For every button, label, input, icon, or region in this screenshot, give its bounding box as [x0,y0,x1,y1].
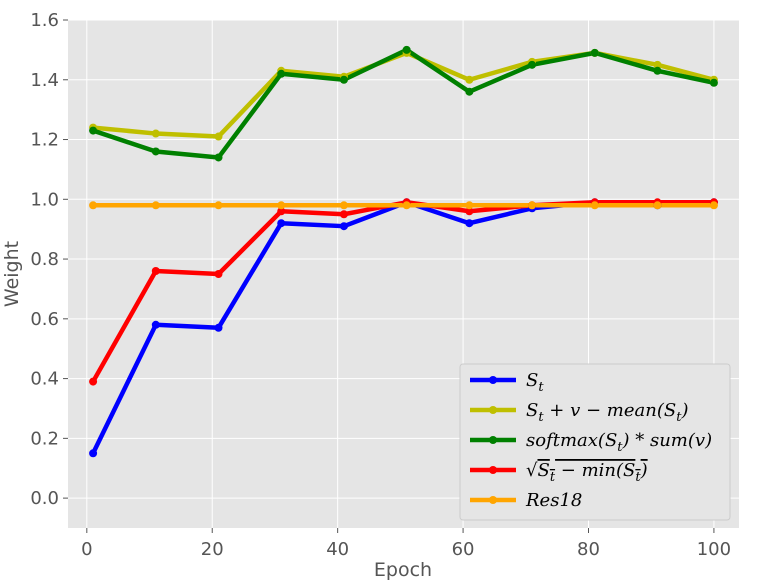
data-point [465,207,474,216]
legend-label: Res18 [525,490,582,511]
y-axis-label: Weight [1,241,23,307]
legend-marker [489,436,497,444]
data-point [653,66,662,75]
y-tick-label: 1.0 [30,189,59,210]
y-tick-label: 1.4 [30,70,59,91]
x-axis-label: Epoch [374,559,432,581]
data-point [709,78,718,87]
data-point [653,60,662,69]
data-point [339,201,348,210]
data-point [277,219,286,228]
data-point [214,153,223,162]
x-tick-label: 20 [201,539,224,560]
legend-label: softmax(St) * sum(v) [526,430,712,455]
data-point [402,201,411,210]
y-tick-label: 0.2 [30,428,59,449]
legend-label: St [526,370,544,395]
data-point [214,132,223,141]
data-point [151,201,160,210]
x-tick-label: 60 [452,539,475,560]
data-point [89,201,98,210]
legend-marker [489,376,497,384]
data-point [528,201,537,210]
y-tick-label: 0.8 [30,249,59,270]
data-point [465,201,474,210]
data-point [89,377,98,386]
legend-box [459,363,731,521]
y-tick-label: 0.0 [30,488,59,509]
legend-marker [489,466,497,474]
data-point [590,48,599,57]
y-axis-ticks: 0.0 0.2 0.4 0.6 0.8 1.0 1.2 1.4 1.6 [30,10,68,509]
legend-label: √St − min(St) [526,460,648,485]
y-tick-label: 1.6 [30,10,59,31]
data-point [653,201,662,210]
x-tick-label: 40 [326,539,349,560]
data-point [465,75,474,84]
legend-marker [489,496,497,504]
data-point [528,60,537,69]
data-point [339,210,348,219]
data-point [89,126,98,135]
data-point [214,323,223,332]
grid-lines [68,19,739,528]
data-point [151,320,160,329]
legend-label: St + v − mean(St) [526,400,688,425]
y-tick-label: 0.4 [30,369,59,390]
data-point [339,75,348,84]
data-point [277,69,286,78]
series-markers [89,45,718,458]
y-tick-label: 0.6 [30,309,59,330]
x-axis-ticks: 0 20 40 60 80 100 [81,528,731,560]
data-point [89,449,98,458]
data-point [339,222,348,231]
data-point [465,87,474,96]
data-point [214,201,223,210]
y-tick-label: 1.2 [30,130,59,151]
legend: St St + v − mean(St) softmax(St) * sum(v) √… [459,363,731,521]
data-point [214,270,223,278]
data-point [465,219,474,228]
data-point [402,45,411,54]
data-point [151,129,160,138]
legend-marker [489,406,497,414]
data-point [709,201,718,210]
data-point [277,201,286,210]
x-tick-label: 80 [577,539,600,560]
data-point [590,201,599,210]
x-tick-label: 0 [81,539,92,560]
data-point [151,267,160,276]
data-point [151,147,160,156]
data-point [277,207,286,216]
x-tick-label: 100 [697,539,731,560]
